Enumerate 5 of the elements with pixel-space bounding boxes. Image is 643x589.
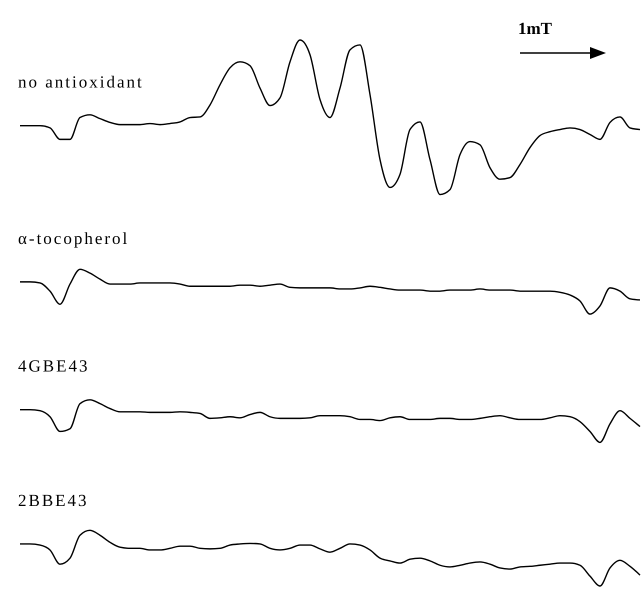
series-label: 4GBE43 <box>18 356 90 376</box>
series-label: no antioxidant <box>18 72 144 92</box>
series-label: 2BBE43 <box>18 490 89 510</box>
series-label: α-tocopherol <box>18 228 130 248</box>
text: 1mT <box>518 19 553 38</box>
